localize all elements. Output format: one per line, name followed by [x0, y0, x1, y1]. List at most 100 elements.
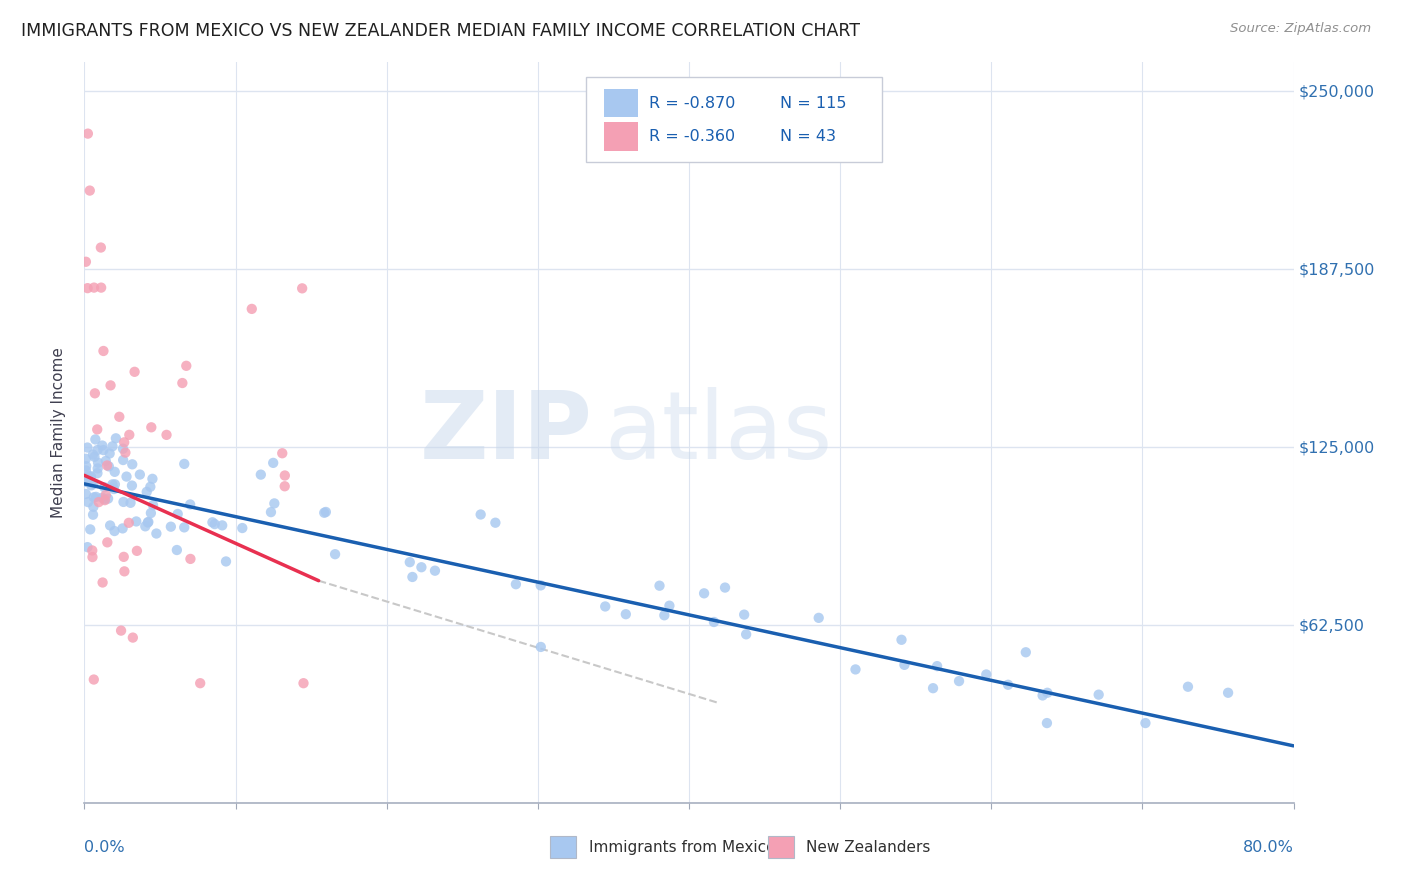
- Text: atlas: atlas: [605, 386, 832, 479]
- Point: [94, 454, 117, 468]
- Point: [124, 365, 146, 379]
- Point: [86, 466, 108, 480]
- Point: [82, 500, 104, 514]
- Point: [141, 420, 163, 434]
- Point: [76, 540, 98, 554]
- Point: [927, 659, 949, 673]
- Point: [90, 241, 112, 255]
- Point: [735, 627, 758, 641]
- Point: [174, 359, 197, 373]
- Point: [112, 549, 135, 564]
- Point: [121, 458, 143, 472]
- Point: [86, 442, 108, 457]
- Text: R = -0.870: R = -0.870: [650, 95, 735, 111]
- Point: [160, 519, 183, 533]
- Point: [166, 543, 188, 558]
- Point: [83, 491, 105, 505]
- Point: [139, 480, 162, 494]
- Point: [96, 458, 118, 473]
- Point: [139, 506, 162, 520]
- FancyBboxPatch shape: [605, 122, 638, 151]
- Point: [83, 450, 105, 464]
- Point: [84, 490, 107, 504]
- FancyBboxPatch shape: [768, 836, 794, 858]
- Point: [76, 441, 98, 455]
- Point: [155, 428, 177, 442]
- Point: [291, 281, 314, 295]
- Point: [145, 526, 167, 541]
- Point: [94, 493, 117, 508]
- Point: [922, 681, 945, 696]
- Point: [83, 280, 105, 294]
- Point: [733, 607, 755, 622]
- Point: [401, 570, 423, 584]
- FancyBboxPatch shape: [605, 89, 638, 117]
- Point: [141, 472, 163, 486]
- Point: [115, 469, 138, 483]
- Point: [135, 484, 157, 499]
- Text: N = 43: N = 43: [780, 129, 835, 144]
- Point: [98, 518, 121, 533]
- Point: [82, 448, 104, 462]
- Point: [77, 468, 100, 483]
- Point: [87, 495, 110, 509]
- Point: [103, 482, 125, 496]
- Point: [103, 524, 125, 538]
- Point: [890, 632, 912, 647]
- FancyBboxPatch shape: [586, 78, 883, 162]
- Text: ZIP: ZIP: [419, 386, 592, 479]
- Point: [77, 495, 100, 509]
- Point: [108, 409, 131, 424]
- Point: [101, 439, 124, 453]
- Point: [87, 456, 110, 470]
- Point: [96, 535, 118, 549]
- Text: Source: ZipAtlas.com: Source: ZipAtlas.com: [1230, 22, 1371, 36]
- Point: [271, 446, 294, 460]
- Point: [80, 478, 103, 492]
- Point: [111, 442, 134, 456]
- Point: [240, 301, 263, 316]
- Point: [75, 459, 97, 474]
- Point: [97, 491, 120, 506]
- Point: [134, 519, 156, 533]
- Point: [250, 467, 273, 482]
- Point: [172, 376, 194, 390]
- Point: [893, 657, 915, 672]
- Point: [204, 517, 226, 532]
- Point: [844, 662, 866, 676]
- Point: [179, 498, 201, 512]
- Point: [80, 469, 103, 483]
- Point: [91, 491, 114, 505]
- Point: [104, 431, 127, 445]
- Point: [112, 495, 135, 509]
- Point: [714, 581, 737, 595]
- Point: [974, 667, 997, 681]
- Point: [398, 555, 420, 569]
- Point: [121, 631, 143, 645]
- Point: [82, 476, 104, 491]
- Point: [211, 518, 233, 533]
- Point: [260, 505, 283, 519]
- Text: R = -0.360: R = -0.360: [650, 129, 735, 144]
- Point: [112, 565, 135, 579]
- Point: [118, 516, 141, 530]
- Point: [1015, 645, 1038, 659]
- Point: [125, 515, 148, 529]
- Point: [84, 433, 107, 447]
- Point: [125, 544, 148, 558]
- Point: [173, 520, 195, 534]
- Point: [112, 435, 135, 450]
- Point: [1216, 686, 1239, 700]
- Point: [1036, 686, 1059, 700]
- FancyBboxPatch shape: [550, 836, 576, 858]
- Point: [100, 378, 122, 392]
- Point: [423, 564, 446, 578]
- Point: [118, 427, 141, 442]
- Point: [166, 507, 188, 521]
- Point: [75, 487, 97, 501]
- Y-axis label: Median Family Income: Median Family Income: [51, 347, 66, 518]
- Point: [111, 521, 134, 535]
- Point: [614, 607, 637, 622]
- Point: [323, 547, 346, 561]
- Point: [201, 516, 224, 530]
